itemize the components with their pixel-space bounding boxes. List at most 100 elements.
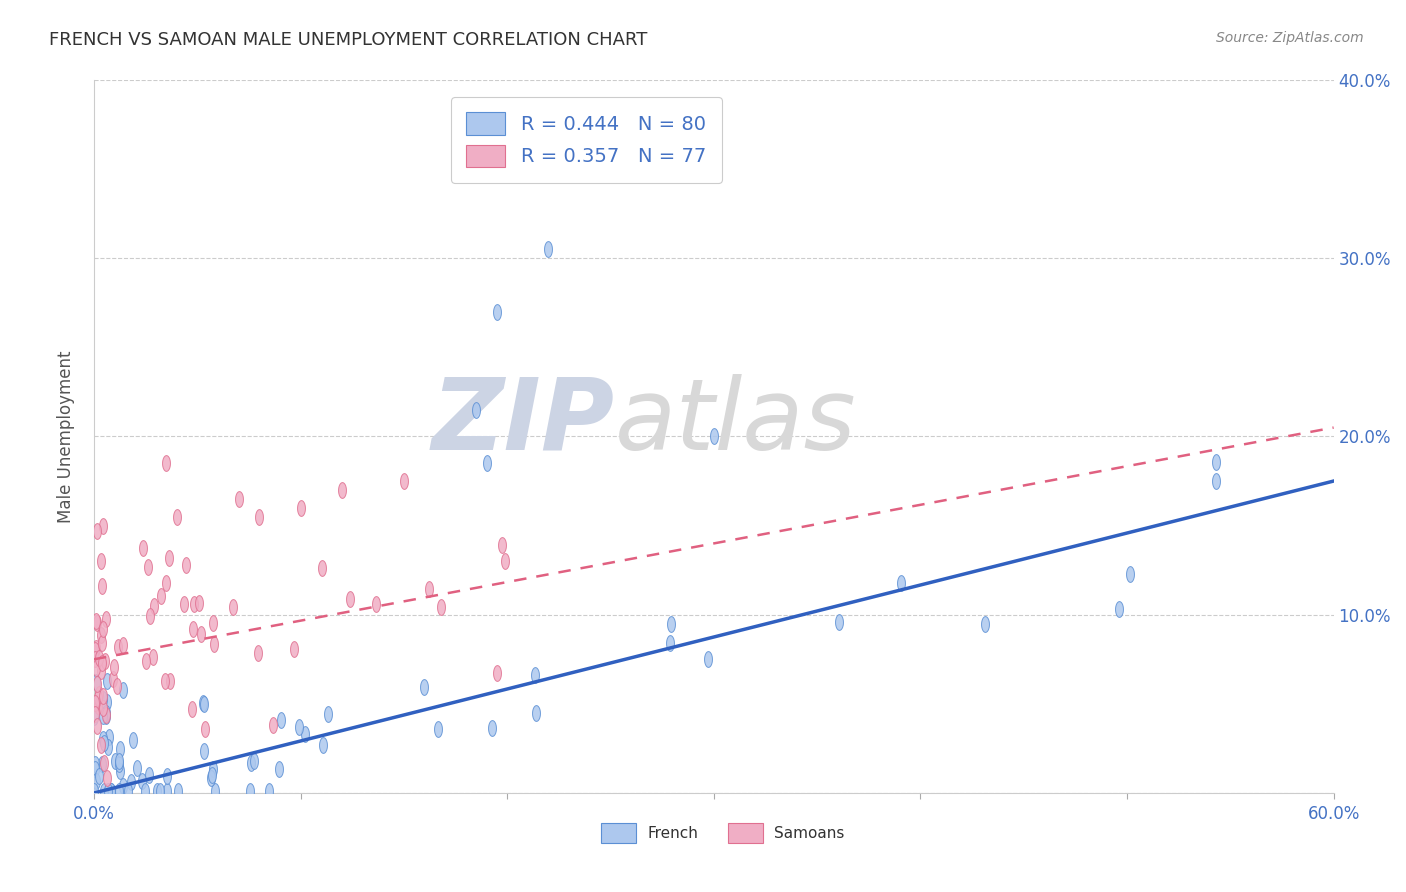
Point <box>117 784 139 798</box>
Point <box>155 784 177 798</box>
Point <box>87 688 110 702</box>
Point <box>84 762 107 776</box>
Point <box>159 674 181 689</box>
Point <box>696 651 718 665</box>
Text: French: French <box>648 826 699 840</box>
Point <box>262 718 284 732</box>
Point <box>90 657 112 671</box>
Point <box>91 622 114 636</box>
Point <box>93 736 115 750</box>
Point <box>364 597 387 611</box>
Point <box>138 768 160 782</box>
Point <box>91 709 114 723</box>
Point <box>105 679 128 693</box>
Point <box>392 474 415 488</box>
Point <box>486 666 509 681</box>
Point <box>90 665 112 679</box>
Point <box>86 719 108 733</box>
Point <box>1205 455 1227 469</box>
Point <box>703 429 725 443</box>
Point <box>247 646 270 660</box>
Point <box>481 721 503 735</box>
Point <box>418 582 440 596</box>
Point <box>83 710 105 724</box>
Y-axis label: Male Unemployment: Male Unemployment <box>58 351 75 523</box>
Point <box>661 153 683 168</box>
Point <box>183 598 205 612</box>
Point <box>90 628 112 642</box>
Point <box>91 519 114 533</box>
Point <box>100 784 122 798</box>
Point <box>96 709 118 723</box>
Legend: R = 0.444   N = 80, R = 0.357   N = 77: R = 0.444 N = 80, R = 0.357 N = 77 <box>451 97 721 183</box>
Point <box>191 696 214 710</box>
Point <box>84 696 107 710</box>
Point <box>427 722 450 736</box>
Point <box>194 722 217 736</box>
Point <box>247 509 270 524</box>
Point <box>283 641 305 656</box>
Point <box>142 650 165 665</box>
Point <box>91 701 114 715</box>
Text: Samoans: Samoans <box>775 826 845 840</box>
Point <box>202 637 225 651</box>
Point <box>96 674 118 689</box>
Point <box>100 784 122 798</box>
Point <box>108 784 131 798</box>
Point <box>1119 567 1142 582</box>
Point <box>84 640 107 655</box>
Point <box>91 689 114 703</box>
Point <box>157 550 180 565</box>
Point <box>202 762 225 776</box>
Point <box>316 706 339 721</box>
Point <box>86 614 108 628</box>
Point <box>84 675 107 690</box>
Point <box>294 727 316 741</box>
Point <box>974 616 997 631</box>
Point <box>166 784 188 798</box>
Point <box>150 590 173 604</box>
Point <box>83 651 105 665</box>
Point <box>524 706 547 721</box>
Point <box>190 627 212 641</box>
Point <box>149 784 172 798</box>
Point <box>339 592 361 607</box>
Point <box>97 739 120 754</box>
Point <box>83 646 105 660</box>
Point <box>93 784 115 798</box>
Text: Source: ZipAtlas.com: Source: ZipAtlas.com <box>1216 31 1364 45</box>
Point <box>103 660 125 674</box>
Point <box>269 762 291 776</box>
Point <box>193 697 215 711</box>
Point <box>89 650 111 665</box>
Point <box>111 638 134 652</box>
Point <box>890 576 912 591</box>
Point <box>465 402 488 417</box>
Point <box>108 757 131 772</box>
Point <box>87 699 110 714</box>
Point <box>288 720 311 734</box>
Text: atlas: atlas <box>614 374 856 471</box>
Point <box>87 691 110 706</box>
Point <box>91 579 114 593</box>
Point <box>828 615 851 629</box>
Point <box>96 695 118 709</box>
Point <box>142 599 165 614</box>
Point <box>134 784 156 798</box>
Point <box>98 730 121 744</box>
Point <box>94 612 117 626</box>
Point <box>97 784 120 798</box>
Point <box>112 683 135 698</box>
Point <box>1108 602 1130 616</box>
Point <box>125 761 148 775</box>
Point <box>139 609 162 624</box>
Point <box>112 779 135 793</box>
Point <box>187 596 209 610</box>
Point <box>485 304 508 318</box>
Point <box>200 772 222 786</box>
Point <box>94 706 117 720</box>
Point <box>90 738 112 752</box>
Point <box>96 771 118 785</box>
Point <box>104 754 127 768</box>
Point <box>290 500 312 515</box>
